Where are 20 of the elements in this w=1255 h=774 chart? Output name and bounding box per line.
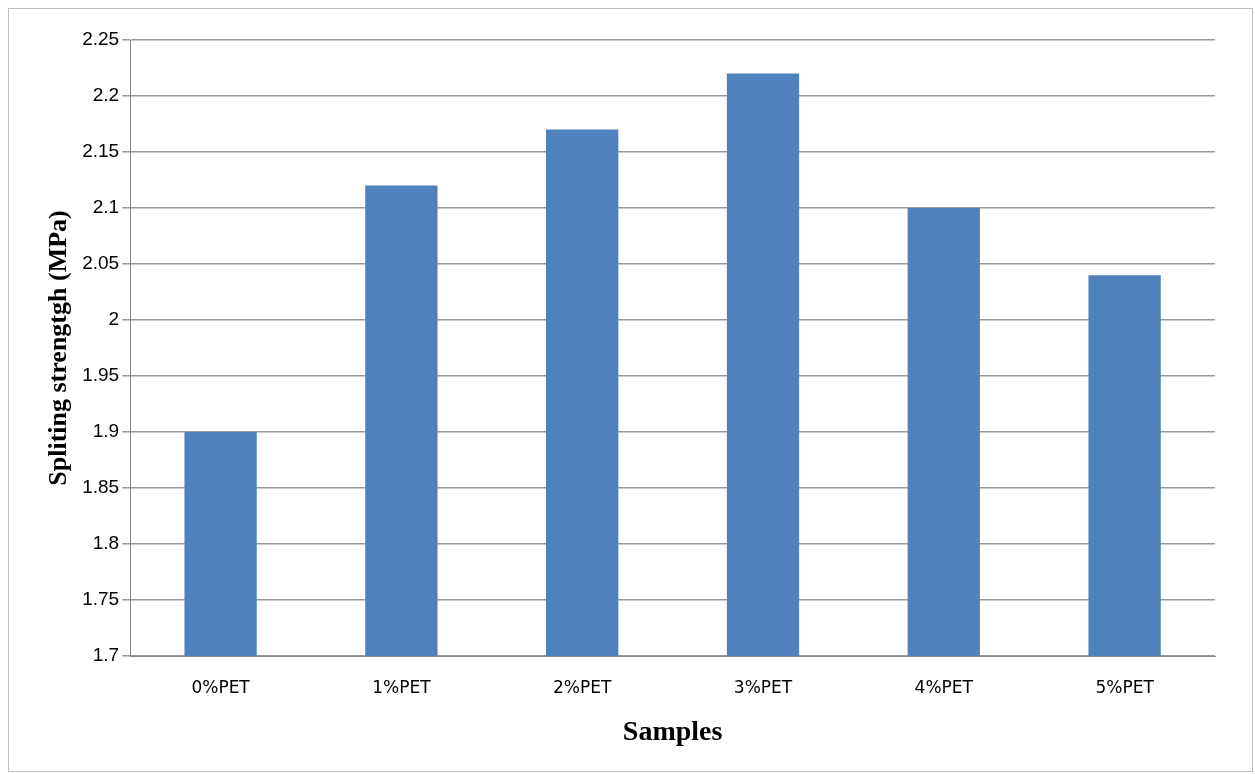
- x-tick-label: 4%PET: [914, 676, 974, 697]
- x-tick-label: 3%PET: [733, 676, 793, 697]
- y-tick-label: 2.25: [82, 28, 120, 50]
- y-tick-label: 2.15: [82, 140, 120, 162]
- x-tick-label: 2%PET: [553, 676, 612, 697]
- y-tick-label: 1.7: [92, 644, 120, 666]
- y-tick-label: 2.1: [92, 196, 120, 218]
- x-axis-title: Samples: [622, 715, 723, 747]
- y-tick-label: 1.75: [82, 588, 120, 610]
- y-tick-label: 2.05: [82, 252, 120, 274]
- x-tick-label: 0%PET: [191, 676, 251, 697]
- y-tick-label: 2: [108, 308, 120, 330]
- y-tick-label: 1.95: [82, 364, 120, 386]
- x-tick-label: 5%PET: [1095, 676, 1155, 697]
- y-tick-label: 1.85: [82, 476, 120, 498]
- y-tick-label: 2.2: [92, 84, 120, 106]
- y-tick-label: 1.8: [92, 532, 120, 554]
- y-axis-title: Spliting strengtgh (MPa): [43, 210, 73, 486]
- y-tick-label: 1.9: [92, 420, 120, 442]
- x-tick-label: 1%PET: [372, 676, 432, 697]
